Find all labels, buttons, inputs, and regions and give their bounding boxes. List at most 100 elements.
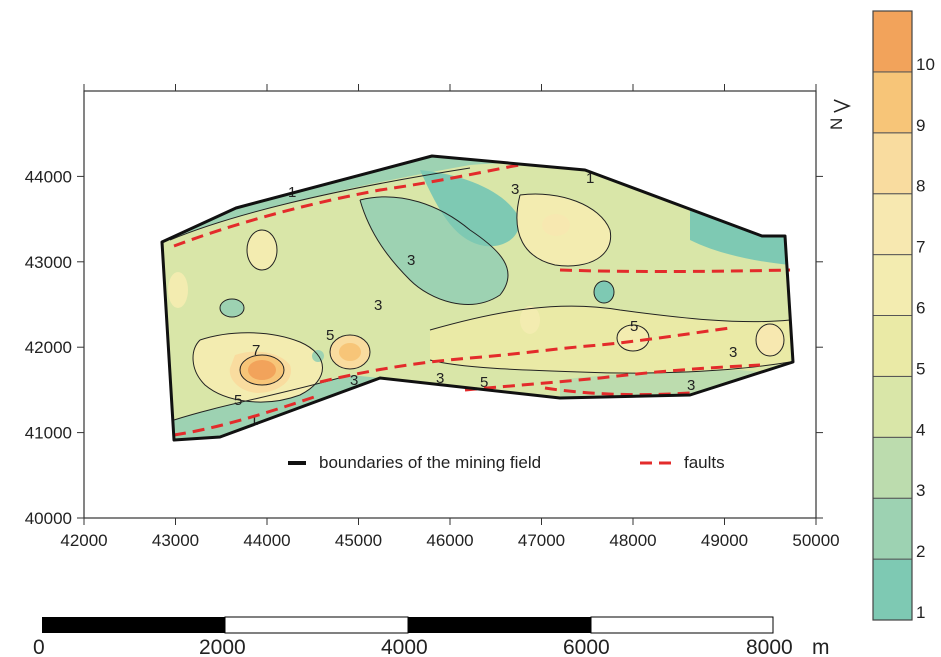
colorbar-label: 5: [916, 359, 925, 378]
low-zone-north-deep: [420, 170, 520, 247]
x-tick-label: 48000: [609, 531, 656, 550]
contour-label: 5: [234, 392, 242, 409]
north-arrow: N: [827, 99, 852, 130]
scale-label-2000: 2000: [199, 636, 246, 657]
low-spot-west: [220, 299, 244, 317]
faults-legend-label: faults: [684, 453, 725, 472]
low-zone-east: [690, 210, 790, 265]
y-tick-label: 41000: [25, 424, 72, 443]
x-tick-label: 49000: [701, 531, 748, 550]
contour-line: [246, 229, 278, 271]
x-tick-label: 45000: [335, 531, 382, 550]
high-zone-northwest: [247, 230, 277, 270]
high-zone-far-east: [756, 324, 784, 356]
high-zone-west-edge: [168, 272, 188, 308]
contour-label: 1: [250, 412, 258, 429]
contour-line: [192, 332, 323, 403]
colorbar-swatch: [872, 497, 913, 560]
colorbar-label: 1: [916, 603, 925, 622]
contour-line: [516, 193, 612, 267]
fault-line: [173, 163, 521, 248]
contour-line: [359, 196, 509, 305]
fault-line: [464, 363, 761, 392]
scale-segment: [408, 617, 591, 633]
scale-label-6000: 6000: [563, 636, 610, 657]
colorbar-swatch: [872, 132, 913, 195]
x-tick-label: 43000: [152, 531, 199, 550]
y-tick-label: 40000: [25, 509, 72, 528]
x-tick-label: 42000: [60, 531, 107, 550]
map-legend: boundaries of the mining field faults: [288, 453, 725, 472]
contour-label: 3: [374, 297, 382, 314]
peak-zone-center: [339, 343, 361, 361]
scale-label-8000: 8000: [746, 636, 793, 657]
colorbar-label: 6: [916, 299, 925, 318]
low-zone-southeast: [560, 370, 760, 398]
y-axis-ticks: 40000 41000 42000 43000 44000: [25, 167, 823, 528]
scale-segment: [590, 616, 774, 634]
contour-line: [429, 359, 791, 374]
contour-line: [593, 280, 615, 304]
north-arrow-icon: [833, 99, 852, 113]
scale-label-0: 0: [33, 636, 45, 657]
y-tick-label: 42000: [25, 338, 72, 357]
colorbar-label: 3: [916, 481, 925, 500]
contour-line: [755, 323, 785, 357]
colorbar-label: 2: [916, 542, 925, 561]
contour-label: 5: [480, 374, 488, 391]
low-zone-central: [360, 196, 509, 305]
contour-label: 3: [729, 344, 737, 361]
scale-label-4000: 4000: [381, 636, 428, 657]
colorbar-swatch: [872, 71, 913, 134]
colorbar-swatch: [872, 375, 913, 438]
contour-line: [169, 167, 471, 241]
y-tick-label: 44000: [25, 167, 72, 186]
scale-segment: [224, 616, 409, 634]
contour-label: 3: [350, 372, 358, 389]
contour-label: 3: [436, 370, 444, 387]
colorbar-label: 7: [916, 238, 925, 257]
contour-label: 3: [511, 181, 519, 198]
colorbar-swatch: [872, 558, 913, 621]
colorbar-swatch: [872, 315, 913, 377]
colorbar-label: 10: [916, 55, 935, 74]
colorbar-label: 8: [916, 177, 925, 196]
colorbar-label: 4: [916, 420, 925, 439]
high-zone-east-core: [542, 214, 570, 236]
high-zone-mid-east: [617, 325, 649, 351]
scale-segment: [42, 617, 225, 633]
contour-lines: [169, 167, 791, 421]
low-spot-east: [594, 281, 614, 303]
peak-zone-west-max: [248, 360, 276, 380]
scale-unit: m: [812, 636, 830, 657]
colorbar-swatch: [872, 193, 913, 256]
colorbar-swatch: [872, 10, 913, 73]
scale-bar: 0 2000 4000 6000 8000 m: [33, 616, 830, 657]
colorbar-frame: [872, 10, 913, 621]
north-arrow-label: N: [827, 118, 846, 130]
x-axis-ticks: 42000 43000 44000 45000 46000 47000 48000 49000…: [60, 84, 840, 550]
high-zone-central-band: [430, 306, 790, 374]
low-zone-south: [174, 375, 380, 440]
mining-field-boundary: [160, 154, 795, 442]
fault-line: [173, 393, 321, 437]
y-tick-label: 43000: [25, 253, 72, 272]
colorbar: 1 2 3 4 5 6 7 8 9 10: [872, 10, 935, 622]
contour-label: 5: [630, 318, 638, 335]
contour-label: 5: [326, 327, 334, 344]
boundary-legend-label: boundaries of the mining field: [319, 453, 541, 472]
fault-line: [319, 326, 731, 384]
fault-line: [559, 268, 791, 273]
contour-label: 3: [687, 377, 695, 394]
colorbar-label: 9: [916, 116, 925, 135]
contour-label: 1: [586, 170, 594, 187]
contour-line: [239, 354, 285, 386]
contour-label: 3: [407, 252, 415, 269]
high-spot-center: [520, 306, 540, 334]
colorbar-swatch: [872, 254, 913, 317]
contour-line: [329, 334, 371, 370]
x-tick-label: 47000: [518, 531, 565, 550]
x-tick-label: 50000: [792, 531, 839, 550]
contour-label: 7: [252, 342, 260, 359]
